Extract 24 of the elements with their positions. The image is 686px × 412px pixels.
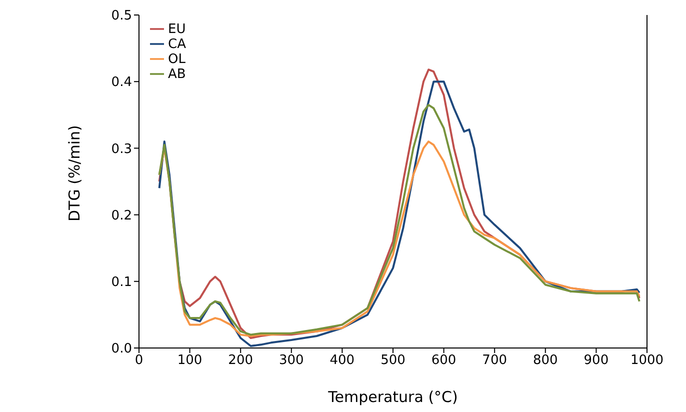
x-tick-label: 800 [532,353,558,368]
x-tick-label: 700 [482,353,508,368]
y-tick-label: 0.1 [111,275,132,290]
x-tick-label: 400 [330,353,355,368]
x-tick-label: 1000 [630,353,664,368]
y-axis-title: DTG (%/min) [65,125,84,222]
x-tick-label: 500 [380,353,406,368]
line-series [158,140,640,338]
x-tick-label: 0 [134,353,144,368]
x-tick-label: 300 [278,353,304,368]
y-tick-label: 0.0 [111,342,132,357]
x-tick-label: 100 [177,353,202,368]
x-axis-title: Temperatura (°C) [327,388,458,406]
legend-label: EU [168,22,186,37]
legend-label: CA [168,37,186,52]
y-tick-label: 0.5 [111,8,132,24]
x-tick-label: 600 [431,353,456,368]
legend-label: AB [168,67,186,82]
y-tick-label: 0.3 [111,142,132,157]
y-tick-label: 0.2 [111,208,132,224]
y-tick-label: 0.4 [111,75,132,90]
x-tick-label: 200 [228,353,253,368]
legend-label: OL [168,52,186,67]
x-tick-label: 900 [584,353,609,368]
